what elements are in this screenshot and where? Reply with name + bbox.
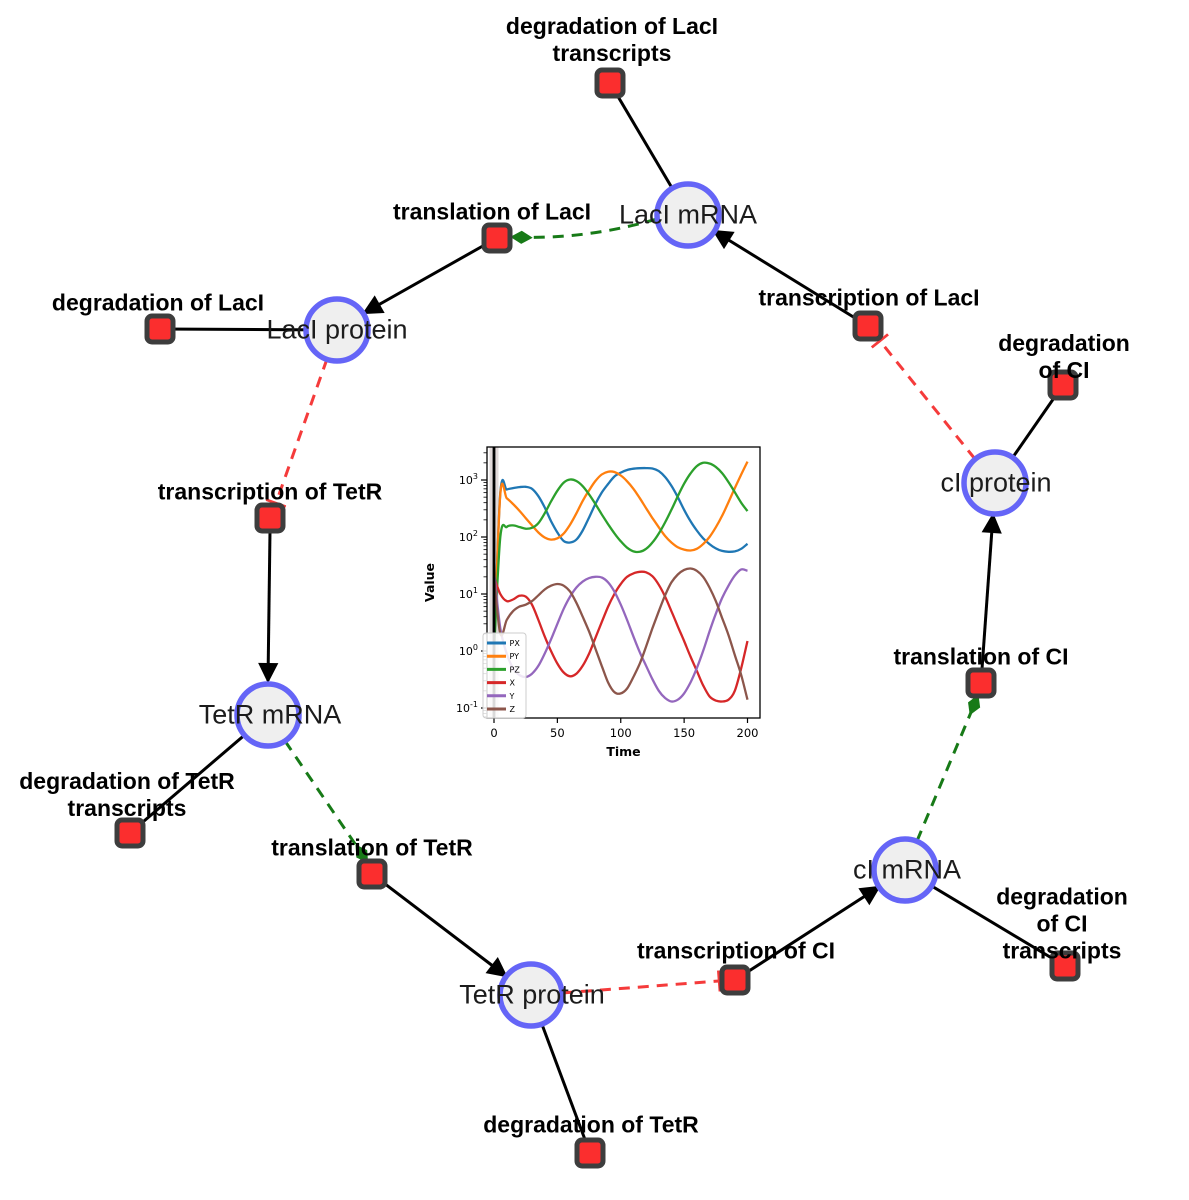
x-tick-label: 100 bbox=[610, 726, 632, 740]
vline-annotation bbox=[492, 447, 496, 718]
reaction-node-transcription-of-laci[interactable] bbox=[852, 310, 884, 342]
edge-laci-mrna-modifies-translation-of-laci bbox=[510, 217, 658, 244]
legend-label: X bbox=[510, 679, 516, 688]
legend-entry: Z bbox=[487, 705, 516, 714]
series-line-px bbox=[492, 466, 749, 652]
edge-transcription-of-tetr-to-tetr-mrna bbox=[258, 530, 279, 684]
legend-label: PX bbox=[510, 639, 521, 648]
species-node-ci-protein[interactable] bbox=[961, 449, 1029, 517]
time-course-inset-chart: 0 50 100 150 200 10-1 100 101 102 103 Time Value PX P… bbox=[420, 430, 790, 778]
legend-label: PY bbox=[510, 652, 520, 661]
legend-entry: PY bbox=[487, 652, 519, 661]
x-tick-label: 50 bbox=[550, 726, 565, 740]
species-node-laci-protein[interactable] bbox=[303, 296, 371, 364]
species-node-ci-mrna[interactable] bbox=[871, 836, 939, 904]
reaction-node-degradation-of-tetr[interactable] bbox=[574, 1137, 606, 1169]
series-line-z bbox=[492, 567, 749, 700]
edge-transcription-of-laci-to-laci-mrna bbox=[712, 229, 869, 328]
legend-entry: PX bbox=[487, 639, 520, 648]
y-tick-label: 100 bbox=[459, 643, 478, 658]
x-axis-label: Time bbox=[606, 744, 640, 759]
series-line-pz bbox=[492, 461, 749, 652]
chart-svg: 0 50 100 150 20010-1100101102103TimeValuePXP… bbox=[422, 446, 761, 759]
species-node-tetr-protein[interactable] bbox=[497, 961, 565, 1029]
series-group bbox=[492, 461, 749, 703]
edge-ci-protein-inhibits-transcription-of-laci bbox=[870, 333, 977, 460]
series-line-x bbox=[492, 570, 749, 703]
edge-tetr-mrna-modifies-translation-of-tetr bbox=[283, 740, 369, 864]
edge-transcription-of-ci-to-ci-mrna bbox=[734, 885, 881, 982]
chart-legend: PX PY PZ XYZ bbox=[482, 632, 527, 719]
edge-tetr-protein-inhibits-transcription-of-ci bbox=[561, 970, 722, 995]
reaction-node-transcription-of-tetr[interactable] bbox=[254, 502, 286, 534]
species-node-laci-mrna[interactable] bbox=[654, 181, 722, 249]
reaction-node-degradation-of-ci[interactable] bbox=[1047, 369, 1079, 401]
y-tick-label: 103 bbox=[459, 472, 478, 487]
reaction-node-degradation-of-laci[interactable] bbox=[144, 313, 176, 345]
legend-label: PZ bbox=[510, 665, 521, 674]
species-node-tetr-mrna[interactable] bbox=[234, 681, 302, 749]
y-axis-label: Value bbox=[422, 563, 437, 602]
edge-ci-mrna-modifies-translation-of-ci bbox=[915, 694, 981, 842]
edge-translation-of-tetr-to-tetr-protein bbox=[371, 872, 508, 978]
reaction-node-translation-of-tetr[interactable] bbox=[356, 858, 388, 890]
x-tick-label: 200 bbox=[737, 726, 759, 740]
x-tick-label: 150 bbox=[673, 726, 695, 740]
reaction-node-degradation-of-laci-transcripts[interactable] bbox=[594, 67, 626, 99]
legend-entry: X bbox=[487, 679, 516, 688]
edge-laci-protein-inhibits-transcription-of-tetr bbox=[265, 358, 329, 508]
reaction-node-translation-of-laci[interactable] bbox=[481, 222, 513, 254]
reaction-node-translation-of-ci[interactable] bbox=[965, 667, 997, 699]
chart-frame bbox=[486, 446, 761, 719]
y-tick-label: 102 bbox=[459, 529, 478, 544]
reaction-node-degradation-of-tetr-transcripts[interactable] bbox=[114, 817, 146, 849]
y-tick-label: 10-1 bbox=[456, 700, 478, 715]
reaction-node-degradation-of-ci-transcripts[interactable] bbox=[1049, 950, 1081, 982]
legend-label: Z bbox=[510, 705, 516, 714]
x-tick-label: 0 bbox=[490, 726, 497, 740]
legend-entry: PZ bbox=[487, 665, 520, 674]
series-line-y bbox=[492, 568, 748, 703]
reaction-node-transcription-of-ci[interactable] bbox=[719, 964, 751, 996]
legend-entry: Y bbox=[487, 692, 515, 701]
edge-translation-of-laci-to-laci-protein bbox=[362, 236, 498, 315]
edge-translation-of-ci-to-ci-protein bbox=[979, 512, 1002, 684]
legend-label: Y bbox=[509, 692, 515, 701]
y-tick-label: 101 bbox=[459, 586, 478, 601]
